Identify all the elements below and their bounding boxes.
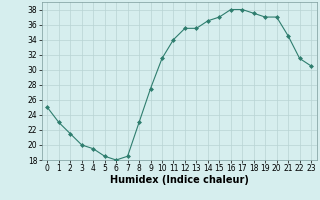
X-axis label: Humidex (Indice chaleur): Humidex (Indice chaleur) [110,175,249,185]
